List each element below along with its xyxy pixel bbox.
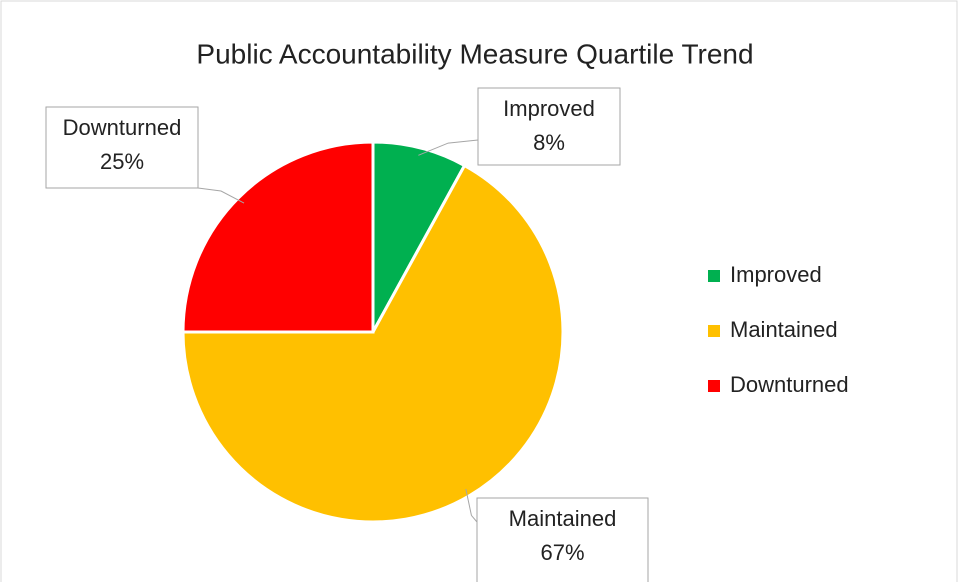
chart-title: Public Accountability Measure Quartile T… <box>196 38 753 69</box>
legend-label: Maintained <box>730 317 838 342</box>
legend-swatch <box>708 270 720 282</box>
pie-slice <box>181 163 565 524</box>
data-label-value: 25% <box>100 149 144 174</box>
legend-swatch <box>708 380 720 392</box>
leader-line <box>418 139 479 156</box>
legend-swatch <box>708 325 720 337</box>
legend-label: Improved <box>730 262 822 287</box>
data-label-value: 67% <box>540 540 584 565</box>
data-label-box <box>477 87 621 166</box>
data-label-name: Improved <box>503 96 595 121</box>
data-label-box <box>476 497 649 582</box>
data-label-value: 8% <box>533 130 565 155</box>
data-label-name: Maintained <box>509 506 617 531</box>
leader-line <box>197 187 245 204</box>
legend-label: Downturned <box>730 372 849 397</box>
leader-line <box>465 488 478 523</box>
data-label-name: Downturned <box>63 115 182 140</box>
pie-slice <box>181 140 375 334</box>
data-label-box <box>45 106 199 189</box>
pie-slice <box>371 140 467 333</box>
